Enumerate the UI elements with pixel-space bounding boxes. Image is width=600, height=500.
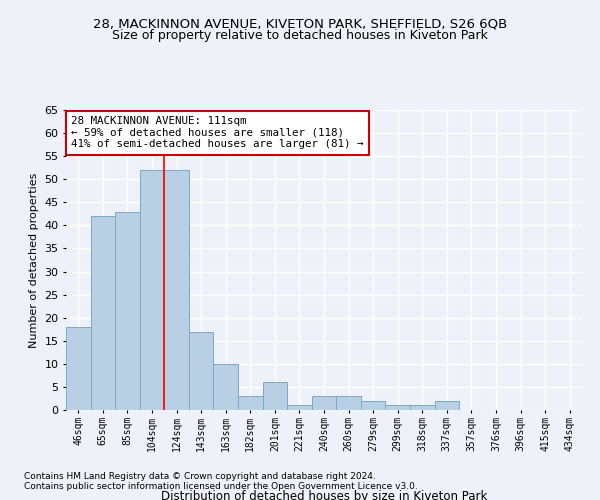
Bar: [385, 406, 410, 410]
Bar: [214, 364, 238, 410]
Bar: [189, 332, 214, 410]
Bar: [91, 216, 115, 410]
Bar: [336, 396, 361, 410]
Text: Contains HM Land Registry data © Crown copyright and database right 2024.: Contains HM Land Registry data © Crown c…: [24, 472, 376, 481]
Bar: [312, 396, 336, 410]
Bar: [164, 170, 189, 410]
Text: 28 MACKINNON AVENUE: 111sqm
← 59% of detached houses are smaller (118)
41% of se: 28 MACKINNON AVENUE: 111sqm ← 59% of det…: [71, 116, 364, 149]
Text: Size of property relative to detached houses in Kiveton Park: Size of property relative to detached ho…: [112, 29, 488, 42]
Bar: [115, 212, 140, 410]
Text: Contains public sector information licensed under the Open Government Licence v3: Contains public sector information licen…: [24, 482, 418, 491]
Bar: [287, 406, 312, 410]
Text: 28, MACKINNON AVENUE, KIVETON PARK, SHEFFIELD, S26 6QB: 28, MACKINNON AVENUE, KIVETON PARK, SHEF…: [93, 18, 507, 30]
Bar: [140, 170, 164, 410]
Bar: [66, 327, 91, 410]
X-axis label: Distribution of detached houses by size in Kiveton Park: Distribution of detached houses by size …: [161, 490, 487, 500]
Bar: [238, 396, 263, 410]
Bar: [361, 401, 385, 410]
Y-axis label: Number of detached properties: Number of detached properties: [29, 172, 38, 348]
Bar: [263, 382, 287, 410]
Bar: [434, 401, 459, 410]
Bar: [410, 406, 434, 410]
